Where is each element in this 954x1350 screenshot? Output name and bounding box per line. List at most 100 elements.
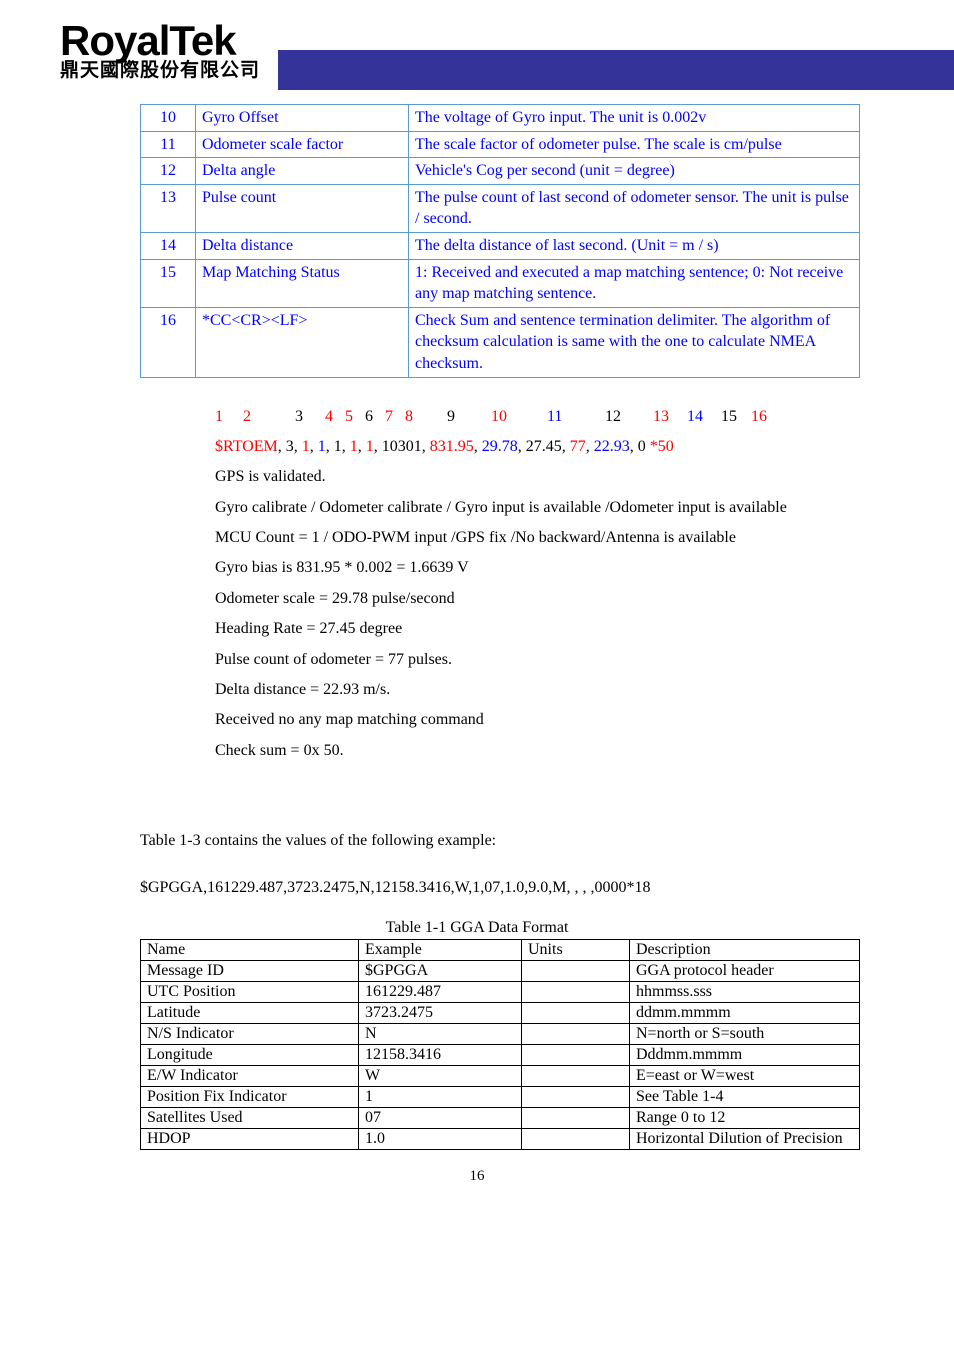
gga-cell — [522, 1024, 630, 1045]
spec-desc: The delta distance of last second. (Unit… — [409, 232, 860, 259]
gga-header: Description — [630, 940, 860, 961]
spec-idx: 14 — [141, 232, 196, 259]
table-row: Satellites Used07Range 0 to 12 — [141, 1108, 860, 1129]
index-token: 1 — [215, 402, 243, 432]
table-row: Latitude3723.2475 ddmm.mmmm — [141, 1003, 860, 1024]
index-token: 3 — [295, 402, 325, 432]
spec-name: Gyro Offset — [196, 105, 409, 132]
gga-cell — [522, 961, 630, 982]
gga-cell: 07 — [359, 1108, 522, 1129]
gga-cell: 12158.3416 — [359, 1045, 522, 1066]
data-token: 1 — [366, 438, 374, 455]
explain-10: Check sum = 0x 50. — [215, 736, 835, 766]
data-token: , 0 — [630, 438, 650, 455]
explain-2: Gyro calibrate / Odometer calibrate / Gy… — [215, 493, 835, 523]
gga-cell: 1.0 — [359, 1129, 522, 1150]
data-token: , 10301, — [374, 438, 430, 455]
gga-cell: UTC Position — [141, 982, 359, 1003]
table-row: 15Map Matching Status1: Received and exe… — [141, 259, 860, 307]
logo-block: RoyalTek 鼎天國際股份有限公司 — [0, 20, 278, 90]
gga-caption: Table 1-1 GGA Data Format — [60, 919, 894, 937]
gga-cell: 161229.487 — [359, 982, 522, 1003]
table-row: UTC Position161229.487hhmmss.sss — [141, 982, 860, 1003]
spec-idx: 15 — [141, 259, 196, 307]
spec-idx: 11 — [141, 131, 196, 158]
table-row: 11Odometer scale factorThe scale factor … — [141, 131, 860, 158]
spec-name: *CC<CR><LF> — [196, 307, 409, 377]
logo-subtitle: 鼎天國際股份有限公司 — [60, 60, 260, 83]
index-token: 14 — [687, 402, 721, 432]
gga-cell — [522, 1129, 630, 1150]
gga-header: Name — [141, 940, 359, 961]
section-line1: Table 1-3 contains the values of the fol… — [140, 826, 894, 856]
table-row: Position Fix Indicator1See Table 1-4 — [141, 1087, 860, 1108]
gga-cell: Horizontal Dilution of Precision — [630, 1129, 860, 1150]
spec-desc: Vehicle's Cog per second (unit = degree) — [409, 158, 860, 185]
table-row: 12Delta angleVehicle's Cog per second (u… — [141, 158, 860, 185]
gga-header: Units — [522, 940, 630, 961]
data-token: *50 — [650, 438, 674, 455]
spec-name: Odometer scale factor — [196, 131, 409, 158]
index-token: 13 — [653, 402, 687, 432]
table-row: 16*CC<CR><LF>Check Sum and sentence term… — [141, 307, 860, 377]
spec-idx: 12 — [141, 158, 196, 185]
index-line: 12345678910111213141516 — [215, 402, 835, 432]
index-token: 7 — [385, 402, 405, 432]
index-token: 8 — [405, 402, 447, 432]
gga-cell: See Table 1-4 — [630, 1087, 860, 1108]
section-note: Table 1-3 contains the values of the fol… — [140, 826, 894, 903]
spec-name: Delta angle — [196, 158, 409, 185]
index-token: 11 — [547, 402, 605, 432]
gga-cell: Latitude — [141, 1003, 359, 1024]
index-token: 15 — [721, 402, 751, 432]
gga-cell: W — [359, 1066, 522, 1087]
data-token: , 27.45, — [518, 438, 570, 455]
data-token: 77 — [570, 438, 586, 455]
gga-cell: GGA protocol header — [630, 961, 860, 982]
gga-cell: N=north or S=south — [630, 1024, 860, 1045]
explain-7: Pulse count of odometer = 77 pulses. — [215, 645, 835, 675]
header-band: RoyalTek 鼎天國際股份有限公司 — [0, 20, 954, 90]
index-token: 12 — [605, 402, 653, 432]
gga-cell — [522, 1045, 630, 1066]
gga-header: Example — [359, 940, 522, 961]
spec-idx: 13 — [141, 184, 196, 232]
gga-cell: Dddmm.mmmm — [630, 1045, 860, 1066]
spec-name: Map Matching Status — [196, 259, 409, 307]
table-row: N/S IndicatorNN=north or S=south — [141, 1024, 860, 1045]
gga-cell: Longitude — [141, 1045, 359, 1066]
gga-cell: ddmm.mmmm — [630, 1003, 860, 1024]
index-token: 9 — [447, 402, 491, 432]
explain-8: Delta distance = 22.93 m/s. — [215, 675, 835, 705]
gga-cell — [522, 1108, 630, 1129]
data-token: , — [474, 438, 482, 455]
spec-tbody: 10Gyro OffsetThe voltage of Gyro input. … — [141, 105, 860, 378]
table-row: Message ID$GPGGAGGA protocol header — [141, 961, 860, 982]
gga-cell — [522, 1087, 630, 1108]
data-line: $RTOEM, 3, 1, 1, 1, 1, 1, 10301, 831.95,… — [215, 432, 835, 462]
index-token: 5 — [345, 402, 365, 432]
page: RoyalTek 鼎天國際股份有限公司 10Gyro OffsetThe vol… — [0, 0, 954, 1225]
index-token: 10 — [491, 402, 547, 432]
table-row: E/W IndicatorWE=east or W=west — [141, 1066, 860, 1087]
data-token: 22.93 — [594, 438, 630, 455]
gga-cell — [522, 1066, 630, 1087]
data-token: , — [586, 438, 594, 455]
gga-cell — [522, 982, 630, 1003]
gga-cell: 1 — [359, 1087, 522, 1108]
spec-desc: The scale factor of odometer pulse. The … — [409, 131, 860, 158]
table-row: HDOP1.0 Horizontal Dilution of Precision — [141, 1129, 860, 1150]
data-token: $RTOEM — [215, 438, 278, 455]
index-token: 6 — [365, 402, 385, 432]
gga-cell: 3723.2475 — [359, 1003, 522, 1024]
spec-idx: 10 — [141, 105, 196, 132]
table-row: 13Pulse countThe pulse count of last sec… — [141, 184, 860, 232]
gga-cell: $GPGGA — [359, 961, 522, 982]
gga-cell: HDOP — [141, 1129, 359, 1150]
explain-3: MCU Count = 1 / ODO-PWM input /GPS fix /… — [215, 523, 835, 553]
explain-6: Heading Rate = 27.45 degree — [215, 614, 835, 644]
gga-cell: Satellites Used — [141, 1108, 359, 1129]
gga-cell: E=east or W=west — [630, 1066, 860, 1087]
table-row: Longitude12158.3416 Dddmm.mmmm — [141, 1045, 860, 1066]
data-token: 1 — [350, 438, 358, 455]
